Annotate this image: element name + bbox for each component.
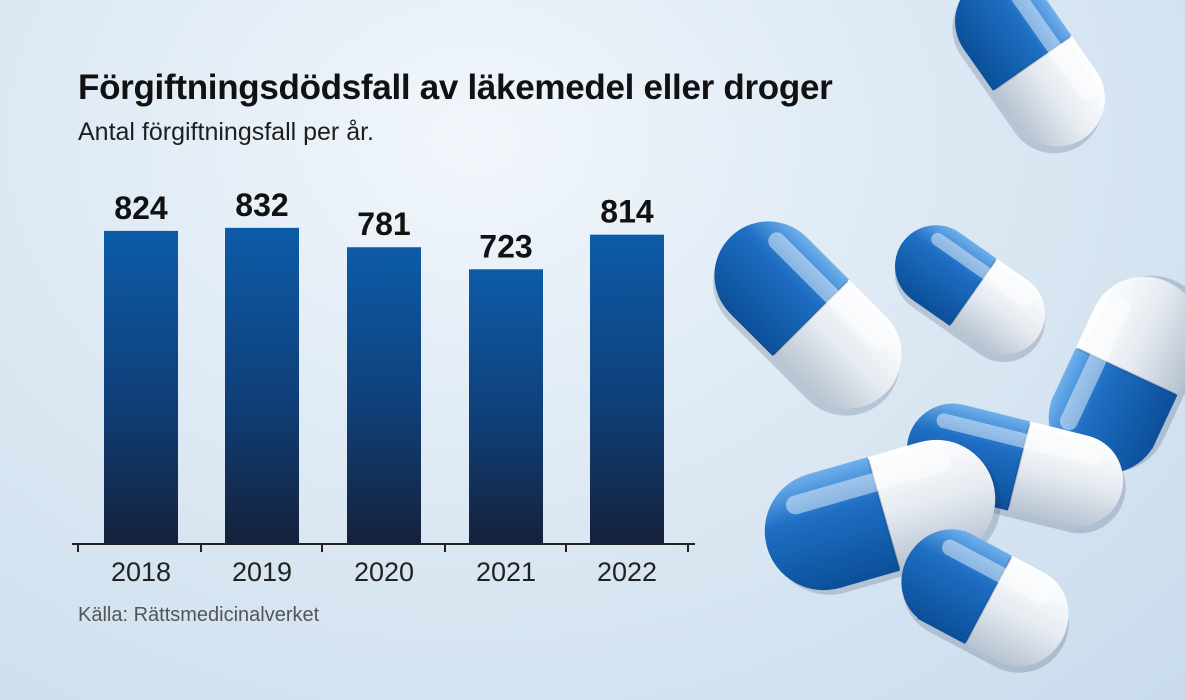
bar-2022 xyxy=(590,234,664,544)
data-label-2021: 723 xyxy=(479,228,532,264)
bar-2018 xyxy=(104,230,178,544)
data-label-group: 824 832 781 723 814 xyxy=(114,187,654,264)
bar-2019 xyxy=(225,227,299,544)
x-tick-label-2018: 2018 xyxy=(111,557,171,587)
x-tick-label-2020: 2020 xyxy=(354,557,414,587)
chart-subtitle: Antal förgiftningsfall per år. xyxy=(78,118,374,146)
data-label-2020: 781 xyxy=(357,206,410,242)
x-tick-label-2021: 2021 xyxy=(476,557,536,587)
bar-2020 xyxy=(347,247,421,544)
chart-title: Förgiftningsdödsfall av läkemedel eller … xyxy=(78,68,833,107)
bar-group xyxy=(104,227,664,544)
data-label-2022: 814 xyxy=(600,194,654,230)
x-tick-label-2022: 2022 xyxy=(597,557,657,587)
source-note: Källa: Rättsmedicinalverket xyxy=(78,604,320,626)
x-tick-group xyxy=(77,544,689,552)
data-label-2019: 832 xyxy=(235,187,288,223)
x-tick-label-2019: 2019 xyxy=(232,557,292,587)
x-tick-label-group: 2018 2019 2020 2021 2022 xyxy=(111,557,657,587)
bar-2021 xyxy=(469,269,543,544)
data-label-2018: 824 xyxy=(114,190,168,226)
